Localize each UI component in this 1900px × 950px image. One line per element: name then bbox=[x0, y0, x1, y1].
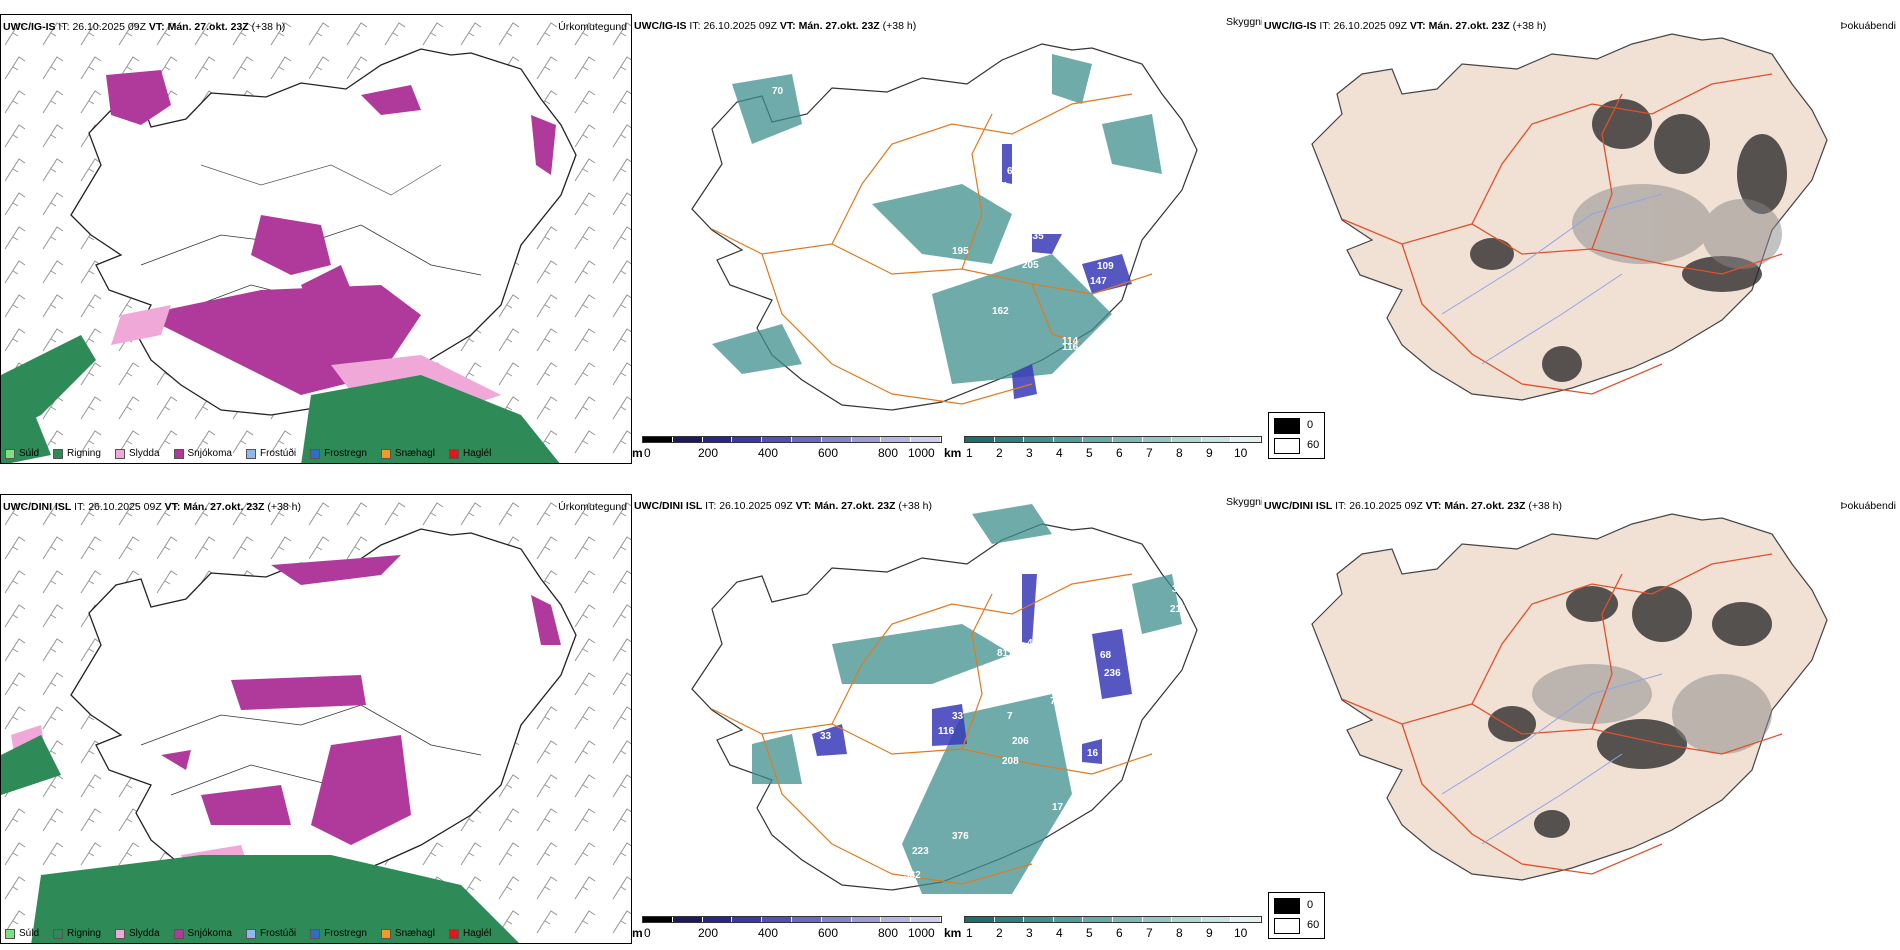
row2-cloud-header: UWC/DINI ISL IT: 26.10.2025 09Z VT: Mán.… bbox=[634, 500, 932, 512]
precip-type-panel-row2: UWC/DINI ISL IT: 26.10.2025 09Z VT: Mán.… bbox=[0, 494, 632, 944]
row1-precip-header: UWC/IG-IS IT: 26.10.2025 09Z VT: Mán. 27… bbox=[3, 21, 286, 33]
legend-item-rain: Rigning bbox=[53, 448, 101, 459]
legend-item-snow: Snjókoma bbox=[173, 928, 232, 939]
svg-text:255: 255 bbox=[894, 241, 911, 252]
svg-text:7: 7 bbox=[1007, 711, 1013, 722]
iceland-visibility-map: 70 91 23 605 81 62 255 252 195 84 335 20… bbox=[691, 43, 1198, 411]
svg-text:48: 48 bbox=[882, 336, 894, 347]
legend-item-hail: Haglél bbox=[448, 448, 491, 459]
legend-item-freezing-rain: Frostregn bbox=[310, 448, 367, 459]
svg-text:223: 223 bbox=[912, 846, 929, 857]
svg-text:12: 12 bbox=[1172, 176, 1184, 187]
fog-panel-title: Þokuábendi bbox=[1840, 20, 1896, 32]
row2-fog-header: UWC/DINI ISL IT: 26.10.2025 09Z VT: Mán.… bbox=[1264, 500, 1562, 512]
svg-text:55: 55 bbox=[832, 296, 844, 307]
precip-type-legend-row2: Súld Rigning Slydda Snjókoma Frostúði Fr… bbox=[5, 928, 491, 939]
legend-item-freezing-drizzle: Frostúði bbox=[245, 448, 296, 459]
visibility-colorbar: km 1 2 3 4 5 6 7 8 9 10 bbox=[944, 436, 1262, 464]
cloud-panel-title: Skyggni bbox=[1226, 16, 1262, 28]
iceland-fog-map bbox=[1311, 33, 1828, 401]
legend-item-freezing-rain: Frostregn bbox=[310, 928, 367, 939]
legend-item-rain: Rigning bbox=[53, 928, 101, 939]
legend-item-sleet: Slydda bbox=[114, 928, 160, 939]
svg-text:33: 33 bbox=[1172, 584, 1184, 595]
svg-text:162: 162 bbox=[992, 306, 1009, 317]
svg-text:16: 16 bbox=[1087, 748, 1099, 759]
iceland-precip-map bbox=[1, 15, 631, 463]
legend-item-drizzle: Súld bbox=[5, 448, 39, 459]
svg-text:116: 116 bbox=[938, 726, 955, 737]
svg-text:70: 70 bbox=[772, 86, 784, 97]
svg-text:817: 817 bbox=[997, 648, 1014, 659]
legend-item-snow: Snjókoma bbox=[173, 448, 232, 459]
legend-item-snow-pellets: Snæhagl bbox=[380, 448, 435, 459]
cloud-visibility-panel-row2: UWC/DINI ISL IT: 26.10.2025 09Z VT: Mán.… bbox=[632, 494, 1262, 944]
svg-text:236: 236 bbox=[1104, 668, 1121, 679]
svg-text:252: 252 bbox=[890, 255, 907, 266]
precip-panel-title: Úrkomutegund bbox=[558, 21, 627, 33]
iceland-fog-map-row2 bbox=[1311, 513, 1828, 881]
legend-item-snow-pellets: Snæhagl bbox=[380, 928, 435, 939]
precip-type-panel-row1: UWC/IG-IS IT: 26.10.2025 09Z VT: Mán. 27… bbox=[0, 14, 632, 464]
fog-panel-title-row2: Þokuábendi bbox=[1840, 500, 1896, 512]
legend-item-drizzle: Súld bbox=[5, 928, 39, 939]
legend-item-sleet: Slydda bbox=[114, 448, 160, 459]
visibility-colorbar-row2: km 1 2 3 4 5 6 7 8 9 10 bbox=[944, 916, 1262, 944]
svg-text:665: 665 bbox=[798, 311, 815, 322]
svg-text:332: 332 bbox=[904, 870, 921, 881]
svg-text:405: 405 bbox=[1027, 638, 1044, 649]
row1-cloud-header: UWC/IG-IS IT: 26.10.2025 09Z VT: Mán. 27… bbox=[634, 20, 917, 32]
svg-text:7: 7 bbox=[1050, 696, 1056, 707]
svg-text:17: 17 bbox=[1052, 802, 1064, 813]
row1-fog-header: UWC/IG-IS IT: 26.10.2025 09Z VT: Mán. 27… bbox=[1264, 20, 1547, 32]
legend-item-hail: Haglél bbox=[448, 928, 491, 939]
svg-text:91: 91 bbox=[782, 131, 794, 142]
legend-item-freezing-drizzle: Frostúði bbox=[245, 928, 296, 939]
cloud-panel-title-row2: Skyggni bbox=[1226, 496, 1262, 508]
svg-text:116: 116 bbox=[1062, 342, 1079, 353]
svg-text:84: 84 bbox=[892, 274, 904, 285]
svg-text:23: 23 bbox=[770, 156, 782, 167]
svg-text:109: 109 bbox=[1097, 261, 1114, 272]
svg-text:376: 376 bbox=[952, 831, 969, 842]
precip-type-legend: Súld Rigning Slydda Snjókoma Frostúði Fr… bbox=[5, 448, 491, 459]
svg-text:312: 312 bbox=[902, 386, 919, 397]
fog-index-panel-row2: UWC/DINI ISL IT: 26.10.2025 09Z VT: Mán.… bbox=[1262, 494, 1900, 894]
svg-text:205: 205 bbox=[1022, 260, 1039, 271]
iceland-visibility-map-row2: 670 33 211 817 405 68 236 116 206 208 33… bbox=[691, 504, 1198, 894]
cloud-visibility-panel-row1: UWC/IG-IS IT: 26.10.2025 09Z VT: Mán. 27… bbox=[632, 14, 1262, 464]
svg-text:211: 211 bbox=[1170, 604, 1187, 615]
row2-precip-header: UWC/DINI ISL IT: 26.10.2025 09Z VT: Mán.… bbox=[3, 501, 301, 513]
svg-text:605: 605 bbox=[1072, 128, 1089, 139]
svg-text:114: 114 bbox=[1062, 336, 1079, 347]
precip-panel-title-row2: Úrkomutegund bbox=[558, 501, 627, 513]
svg-text:62: 62 bbox=[1007, 166, 1019, 177]
svg-text:33: 33 bbox=[952, 711, 964, 722]
svg-text:670: 670 bbox=[1112, 564, 1129, 575]
fog-index-key-row2: 0 60 bbox=[1268, 892, 1325, 939]
cloud-base-colorbar-row2: m 0 200 400 600 800 1000 bbox=[632, 916, 942, 944]
svg-text:335: 335 bbox=[1027, 231, 1044, 242]
svg-text:195: 195 bbox=[952, 246, 969, 257]
svg-text:81: 81 bbox=[997, 181, 1009, 192]
fog-index-panel-row1: UWC/IG-IS IT: 26.10.2025 09Z VT: Mán. 27… bbox=[1262, 14, 1900, 414]
svg-text:260: 260 bbox=[878, 361, 895, 372]
iceland-precip-map-row2 bbox=[1, 495, 631, 943]
svg-text:68: 68 bbox=[1100, 650, 1112, 661]
svg-text:206: 206 bbox=[904, 351, 921, 362]
svg-text:208: 208 bbox=[1002, 756, 1019, 767]
svg-text:147: 147 bbox=[1090, 276, 1107, 287]
cloud-base-colorbar: m 0 200 400 600 800 1000 bbox=[632, 436, 942, 464]
fog-index-key-row1: 0 60 bbox=[1268, 412, 1325, 459]
svg-text:206: 206 bbox=[1012, 736, 1029, 747]
svg-text:33: 33 bbox=[820, 731, 832, 742]
